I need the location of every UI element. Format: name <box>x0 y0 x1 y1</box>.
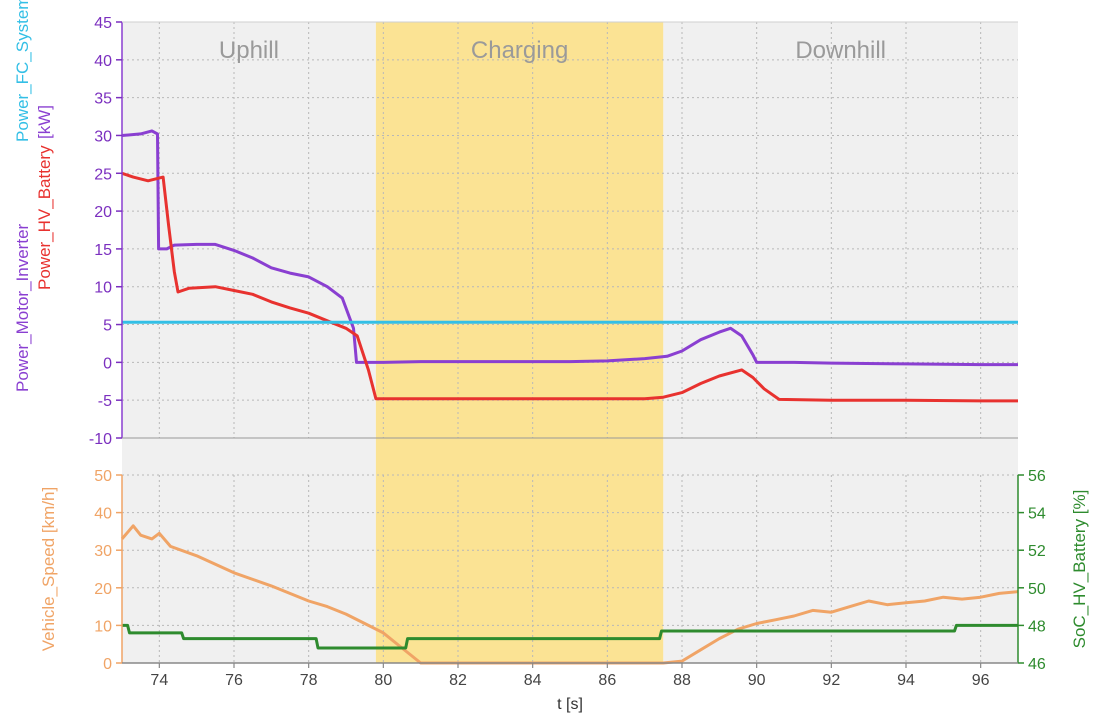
phase-band-charging <box>375 22 664 663</box>
labels: t [s] Uphill Charging Downhill Power_Motor_I… <box>13 0 1089 713</box>
y-axis-title-fc-system: Power_FC_System <box>13 0 32 142</box>
y2-tick-label: 52 <box>1028 543 1046 560</box>
y-tick-label-top: 5 <box>103 318 112 335</box>
x-tick-label: 84 <box>524 672 542 689</box>
phase-label-downhill: Downhill <box>795 37 886 64</box>
y2-tick-label: 50 <box>1028 581 1046 598</box>
phase-label-charging: Charging <box>471 37 568 64</box>
y-tick-label-bottom: 20 <box>94 581 112 598</box>
series-vehicle-speed <box>120 524 1019 665</box>
y-tick-label-bottom: 50 <box>94 468 112 485</box>
series-layer <box>120 129 1019 665</box>
y-axis-title-unit: [kW] <box>35 105 54 139</box>
x-tick-label: 74 <box>150 672 168 689</box>
x-tick-label: 80 <box>374 672 392 689</box>
x-axis-label: t [s] <box>557 696 583 713</box>
y2-tick-label: 48 <box>1028 618 1046 635</box>
x-tick-label: 94 <box>897 672 915 689</box>
y-tick-label-top: 0 <box>103 355 112 372</box>
phase-band-downhill <box>663 22 1018 663</box>
y-axis-title-motor-inverter: Power_Motor_Inverter <box>13 223 32 392</box>
x-tick-label: 92 <box>822 672 840 689</box>
series-power-motor-inverter <box>121 129 1018 367</box>
y-axis-title-vehicle-speed: Vehicle_Speed [km/h] <box>39 487 58 651</box>
y-tick-label-top: 10 <box>94 280 112 297</box>
y-tick-label-top: 30 <box>94 128 112 145</box>
x-tick-label: 90 <box>748 672 766 689</box>
y-tick-label-top: -10 <box>89 431 112 448</box>
y-tick-label-bottom: 10 <box>94 618 112 635</box>
y-tick-label-top: 35 <box>94 91 112 108</box>
y2-tick-label: 56 <box>1028 468 1046 485</box>
series-soc-hv-battery <box>122 623 1018 650</box>
y-tick-label-bottom: 40 <box>94 506 112 523</box>
y2-axis-title-soc: SoC_HV_Battery [%] <box>1070 490 1089 649</box>
y-tick-label-top: 20 <box>94 204 112 221</box>
series-power-hv-battery <box>121 171 1018 403</box>
y-tick-label-top: 40 <box>94 53 112 70</box>
y-tick-label-bottom: 0 <box>103 656 112 673</box>
y-axis-title-hv-battery: Power_HV_Battery <box>35 145 54 290</box>
x-tick-label: 76 <box>225 672 243 689</box>
phase-band-uphill <box>122 22 376 663</box>
x-tick-label: 82 <box>449 672 467 689</box>
x-tick-label: 86 <box>598 672 616 689</box>
axes: -10 -5 0 5 10 15 20 25 30 35 40 45 0 10 20 30 40 50 46 48 50… <box>89 15 1046 689</box>
phase-label-uphill: Uphill <box>219 37 279 64</box>
y-tick-label-top: 25 <box>94 166 112 183</box>
x-tick-label: 78 <box>300 672 318 689</box>
y-tick-label-bottom: 30 <box>94 543 112 560</box>
phase-bands <box>122 22 1018 663</box>
x-tick-label: 88 <box>673 672 691 689</box>
y-tick-label-top: 15 <box>94 242 112 259</box>
x-tick-label: 96 <box>972 672 990 689</box>
y-tick-label-top: -5 <box>98 393 112 410</box>
y2-tick-label: 46 <box>1028 656 1046 673</box>
y-tick-label-top: 45 <box>94 15 112 32</box>
y2-tick-label: 54 <box>1028 506 1046 523</box>
